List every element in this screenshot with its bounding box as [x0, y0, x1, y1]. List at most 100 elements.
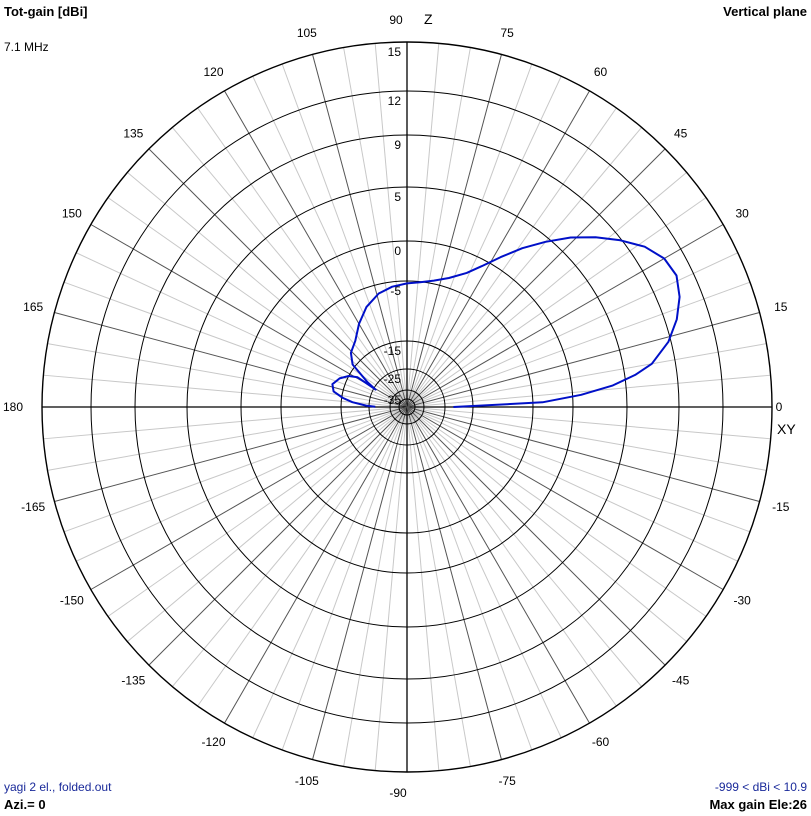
minor-radial-line: [374, 43, 408, 408]
minor-gridlines: [43, 43, 771, 771]
minor-radial-line: [406, 406, 440, 771]
minor-radial-line: [406, 252, 739, 408]
angle-label: 180: [3, 400, 23, 414]
minor-radial-line: [252, 406, 408, 739]
angle-label: -120: [201, 735, 225, 749]
major-radial-line: [406, 406, 666, 666]
gain-ring: [90, 90, 724, 724]
angle-label: 15: [774, 300, 788, 314]
minor-radial-line: [281, 63, 408, 408]
minor-radial-line: [171, 406, 408, 687]
minor-radial-line: [406, 406, 562, 739]
frequency-label: 7.1 MHz: [4, 40, 49, 54]
center-ring: [398, 398, 416, 416]
minor-radial-line: [63, 281, 408, 408]
major-radial-line: [406, 90, 590, 408]
ring-label: -25: [384, 372, 402, 386]
minor-radial-line: [406, 47, 471, 408]
minor-radial-line: [406, 406, 767, 471]
minor-radial-line: [406, 127, 643, 408]
major-radial-line: [406, 406, 760, 502]
angle-label: 135: [123, 126, 143, 140]
minor-radial-line: [343, 406, 408, 767]
gain-ring: [134, 134, 680, 680]
gain-ring: [186, 186, 628, 628]
ring-label: 15: [388, 45, 402, 59]
minor-radial-line: [406, 406, 471, 767]
angle-label: 150: [62, 207, 82, 221]
ring-labels: 15 12 9 5 0 -5 -15 -25 -35: [384, 45, 402, 407]
angle-label: -105: [295, 774, 319, 788]
minor-radial-line: [406, 406, 533, 751]
minor-radial-line: [406, 107, 617, 408]
minor-radial-line: [406, 374, 771, 408]
z-axis-label: Z: [424, 11, 433, 27]
angle-label: 105: [297, 26, 317, 40]
minor-radial-line: [43, 406, 408, 440]
ring-label: 0: [394, 244, 401, 258]
angle-label: -75: [498, 774, 516, 788]
angle-label: 60: [594, 65, 608, 79]
minor-radial-line: [406, 281, 751, 408]
ring-label: 9: [394, 138, 401, 152]
ring-label: -5: [390, 284, 401, 298]
plane-label: Vertical plane: [723, 4, 807, 19]
minor-radial-line: [406, 406, 687, 643]
major-radial-line: [406, 148, 666, 408]
angle-label: -60: [592, 735, 610, 749]
angle-label: -165: [21, 500, 45, 514]
gain-rings: [41, 41, 773, 773]
minor-radial-line: [127, 171, 408, 408]
minor-radial-line: [406, 406, 643, 687]
minor-radial-line: [406, 406, 771, 440]
radiation-pattern-trace: [331, 236, 681, 408]
angle-label: 90: [389, 13, 403, 27]
gain-ring: [280, 280, 534, 534]
minor-radial-line: [43, 374, 408, 408]
minor-radial-line: [127, 406, 408, 643]
gain-ring: [41, 41, 773, 773]
major-radial-line: [406, 406, 502, 760]
minor-radial-line: [406, 197, 707, 408]
minor-radial-line: [197, 107, 408, 408]
major-radial-line: [54, 406, 408, 502]
angle-label: -30: [733, 594, 751, 608]
angle-label: 165: [23, 300, 43, 314]
ring-label: -35: [384, 393, 402, 407]
azimuth-label: Azi.= 0: [4, 797, 46, 812]
minor-radial-line: [406, 43, 440, 408]
minor-radial-line: [75, 252, 408, 408]
minor-radial-line: [107, 406, 408, 617]
minor-radial-line: [406, 406, 739, 562]
major-radial-line: [148, 148, 408, 408]
minor-radial-line: [406, 406, 707, 617]
minor-radial-line: [47, 406, 408, 471]
major-radial-line: [406, 406, 590, 724]
major-radial-line: [312, 54, 408, 408]
minor-radial-line: [406, 75, 562, 408]
minor-radial-line: [406, 343, 767, 408]
major-radial-line: [90, 406, 408, 590]
major-gridlines: [42, 42, 772, 772]
xy-axis-label: XY: [777, 421, 796, 437]
angle-label: 0: [776, 400, 783, 414]
angle-label: 30: [735, 207, 749, 221]
angle-label: 75: [500, 26, 514, 40]
major-radial-line: [312, 406, 408, 760]
minor-radial-line: [406, 406, 751, 533]
max-gain-label: Max gain Ele:26: [709, 797, 807, 812]
angle-label: -15: [772, 500, 790, 514]
major-radial-line: [406, 54, 502, 408]
gain-ring: [368, 368, 446, 446]
minor-radial-line: [75, 406, 408, 562]
gain-ring: [389, 389, 425, 425]
major-radial-line: [148, 406, 408, 666]
minor-radial-line: [406, 171, 687, 408]
major-radial-line: [406, 406, 724, 590]
angle-label: 120: [203, 65, 223, 79]
gain-ring: [340, 340, 474, 474]
model-name: yagi 2 el., folded.out: [4, 780, 112, 794]
angle-label: -135: [121, 674, 145, 688]
angle-label: 45: [674, 126, 688, 140]
